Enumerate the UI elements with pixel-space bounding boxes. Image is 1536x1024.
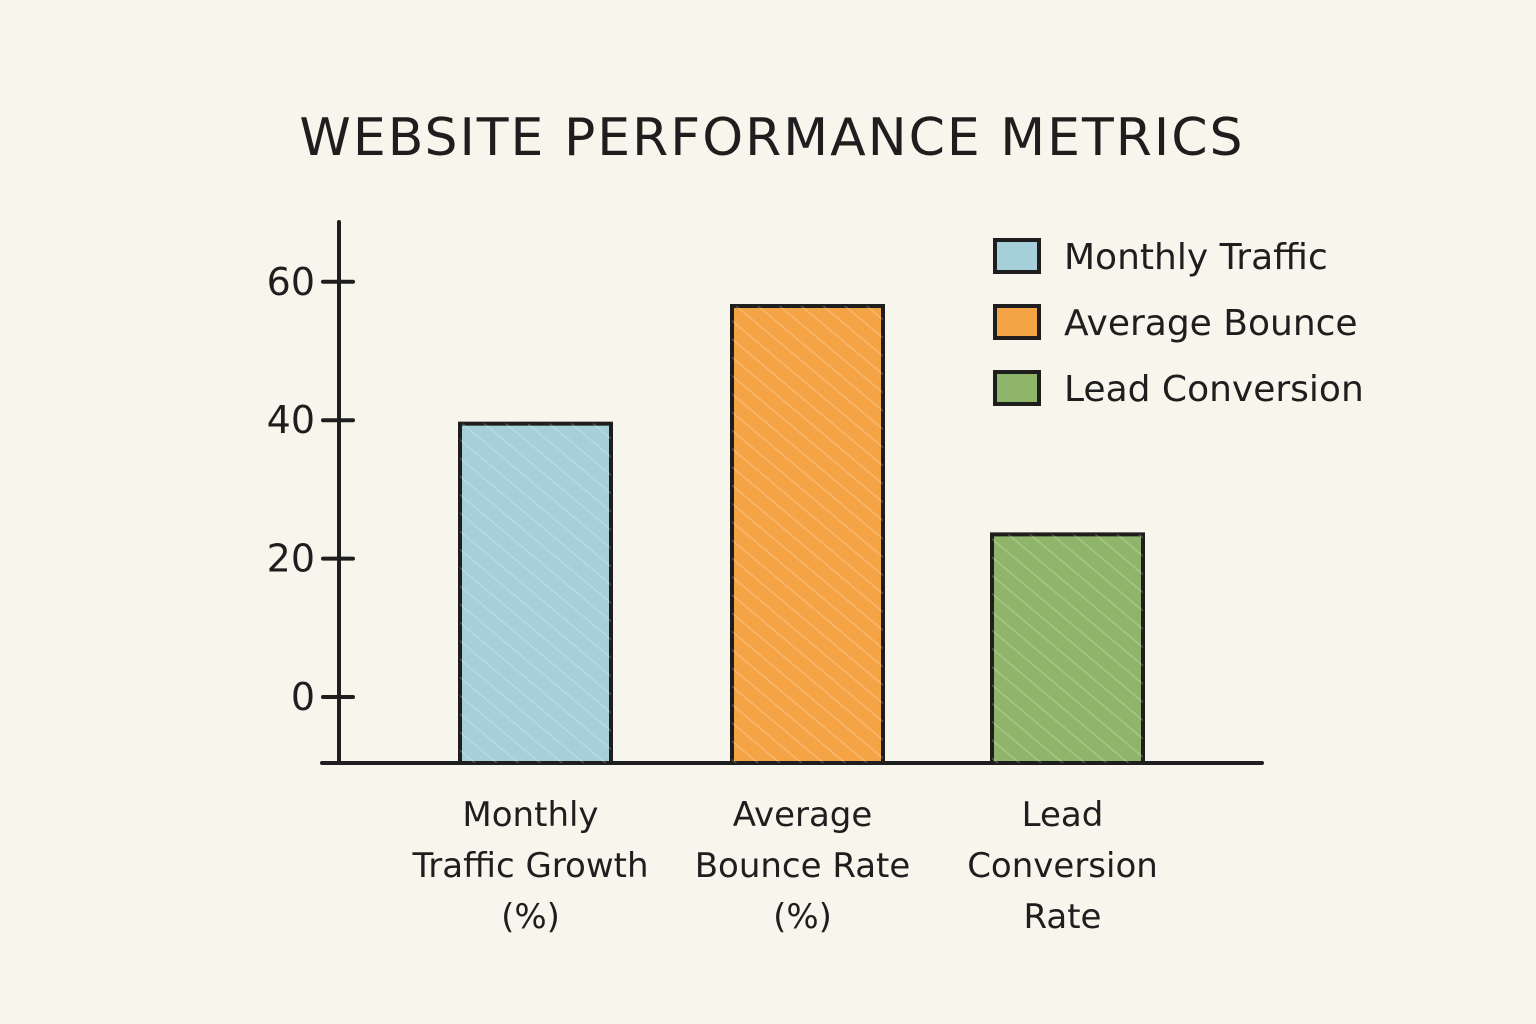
category-label: Traffic Growth: [411, 846, 648, 886]
bars: [458, 304, 1145, 765]
legend-swatch: [993, 304, 1041, 340]
category-label: Conversion: [967, 846, 1158, 886]
legend-label: Lead Conversion: [1064, 369, 1364, 410]
legend-label: Monthly Traffic: [1064, 237, 1328, 278]
category-label: Average: [733, 795, 873, 835]
legend: Monthly Traffic Average Bounce Lead Conver…: [993, 237, 1364, 410]
bar-texture: [732, 306, 883, 763]
y-tick-label: 40: [267, 398, 315, 442]
legend-swatch: [993, 238, 1041, 274]
category-label: (%): [501, 897, 560, 937]
category-label: Monthly: [462, 795, 598, 835]
category-label: Rate: [1024, 897, 1102, 937]
bar-texture: [460, 423, 611, 763]
category-label: Lead: [1022, 795, 1104, 835]
legend-swatch: [993, 370, 1041, 406]
category-label: Bounce Rate: [695, 846, 911, 886]
category-label: (%): [773, 897, 832, 937]
y-tick-label: 0: [291, 675, 315, 719]
bar-texture: [992, 534, 1143, 763]
legend-label: Average Bounce: [1064, 303, 1358, 344]
y-tick-label: 60: [267, 260, 315, 304]
y-tick-label: 20: [267, 537, 315, 581]
category-labels: Monthly Traffic Growth (%) Average Bounce Ra…: [411, 795, 1157, 937]
chart-title: WEBSITE PERFORMANCE METRICS: [299, 108, 1244, 168]
